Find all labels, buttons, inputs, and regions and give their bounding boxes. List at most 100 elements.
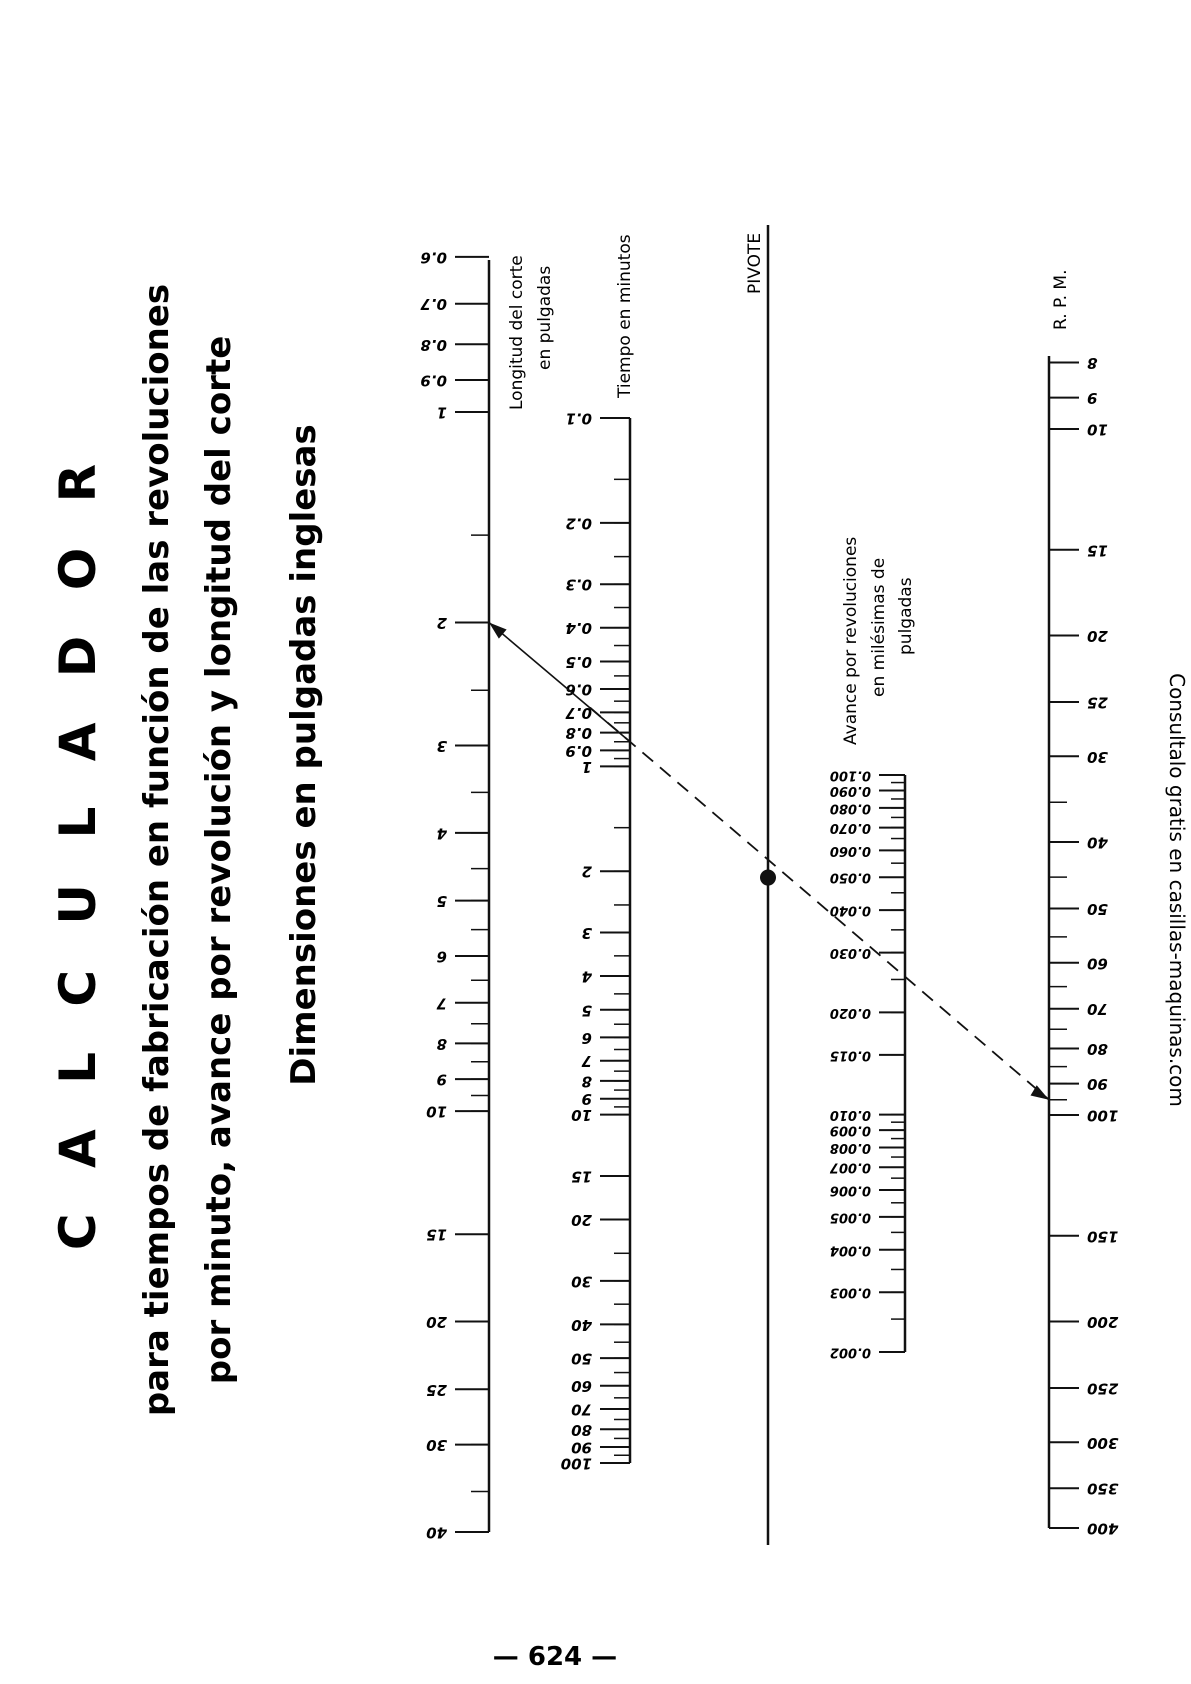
tiempo-tick-label: 40 (571, 1316, 593, 1334)
example-isopleth-upper (488, 621, 631, 743)
tiempo-tick-label: 100 (561, 1455, 592, 1473)
longitud-tick-label: 6 (437, 948, 447, 966)
tiempo-tick-label: 70 (571, 1401, 592, 1419)
avance-axis-label-line-3: pulgadas (896, 577, 916, 655)
isopleth-arrow-rpm (1030, 1085, 1049, 1100)
rpm-tick-label: 80 (1087, 1040, 1108, 1058)
longitud-tick-label: 0.8 (420, 336, 447, 354)
avance-tick-label: 0.009 (830, 1123, 871, 1138)
tiempo-tick-label: 30 (571, 1272, 592, 1290)
rpm-tick-label: 150 (1087, 1227, 1118, 1245)
avance-axis-label-line-1: Avance por revoluciones (841, 537, 861, 745)
tiempo-tick-label: 90 (571, 1439, 592, 1457)
rpm-tick-label: 300 (1087, 1434, 1118, 1452)
subtitle-line-1: para tiempos de fabricación en función d… (137, 284, 177, 1416)
tiempo-tick-label: 0.7 (565, 704, 592, 722)
avance-tick-label: 0.003 (830, 1285, 871, 1300)
avance-axis-label-line-2: en milésimas de (869, 558, 889, 697)
rpm-tick-label: 250 (1087, 1379, 1118, 1397)
rpm-tick-label: 400 (1087, 1520, 1119, 1538)
tiempo-tick-label: 2 (582, 863, 592, 881)
longitud-tick-label: 40 (426, 1524, 448, 1542)
longitud-axis-label-line-2: en pulgadas (535, 266, 555, 370)
avance-tick-label: 0.007 (829, 1160, 871, 1175)
tiempo-tick-label: 0.2 (565, 514, 592, 532)
tiempo-tick-label: 20 (571, 1211, 592, 1229)
tiempo-tick-label: 7 (581, 1052, 592, 1070)
avance-tick-label: 0.060 (830, 843, 871, 858)
avance-tick-label: 0.004 (830, 1242, 871, 1257)
tiempo-axis-label: Tiempo en minutos (615, 234, 635, 399)
longitud-scale: 0.6 0.7 0.8 0.9 1 2 3 4 5 6 7 8 9 10 15 20 25 30 40 (420, 248, 489, 1542)
rpm-tick-label: 70 (1087, 1000, 1108, 1018)
rpm-tick-label: 90 (1087, 1075, 1108, 1093)
tiempo-tick-label: 50 (571, 1350, 592, 1368)
tiempo-tick-label: 60 (571, 1377, 592, 1395)
rpm-tick-label: 60 (1087, 954, 1108, 972)
tiempo-tick-label: 10 (571, 1106, 592, 1124)
avance-tick-label: 0.002 (830, 1345, 871, 1360)
avance-tick-label: 0.008 (830, 1140, 871, 1155)
longitud-tick-label: 1 (437, 404, 447, 422)
rpm-tick-label: 8 (1087, 354, 1097, 372)
longitud-axis-label-line-1: Longitud del corte (507, 255, 527, 410)
tiempo-tick-label: 0.4 (565, 619, 592, 637)
tiempo-tick-label: 0.6 (565, 681, 592, 699)
rpm-tick-label: 25 (1087, 693, 1108, 711)
avance-tick-label: 0.030 (830, 945, 871, 960)
avance-tick-label: 0.070 (830, 820, 871, 835)
avance-tick-label: 0.050 (830, 870, 871, 885)
rpm-tick-label: 200 (1087, 1313, 1118, 1331)
dimensions-note: Dimensiones en pulgadas inglesas (284, 424, 324, 1085)
rpm-scale: 8 9 10 15 20 25 30 40 50 60 70 80 90 100 150 200 250 300 3… (1049, 354, 1119, 1538)
longitud-tick-label: 0.9 (420, 372, 447, 390)
avance-tick-label: 0.005 (830, 1209, 871, 1224)
tiempo-tick-label: 0.1 (565, 410, 592, 428)
subtitle-line-2: por minuto, avance por revolución y long… (199, 336, 239, 1385)
longitud-tick-label: 9 (437, 1071, 447, 1089)
rpm-tick-label: 50 (1087, 900, 1108, 918)
tiempo-tick-label: 15 (571, 1168, 592, 1186)
avance-tick-label: 0.006 (830, 1182, 871, 1197)
rpm-tick-label: 20 (1087, 627, 1108, 645)
pivote-axis-label: PIVOTE (745, 233, 765, 294)
longitud-tick-label: 20 (426, 1313, 447, 1331)
website-note: Consultalo gratis en casillas-maquinas.c… (1165, 673, 1189, 1107)
longitud-tick-label: 0.7 (420, 295, 447, 313)
avance-tick-label: 0.010 (830, 1107, 871, 1122)
rpm-tick-label: 350 (1087, 1480, 1118, 1498)
longitud-tick-label: 3 (437, 737, 447, 755)
tiempo-tick-label: 0.3 (565, 576, 592, 594)
tiempo-tick-label: 9 (582, 1090, 592, 1108)
tiempo-tick-label: 3 (582, 924, 592, 942)
avance-tick-label: 0.090 (830, 783, 871, 798)
tiempo-tick-label: 1 (582, 758, 592, 776)
tiempo-tick-label: 5 (582, 1001, 592, 1019)
longitud-tick-label: 15 (426, 1226, 447, 1244)
calculator-title: C A L C U L A D O R (49, 450, 107, 1250)
longitud-tick-label: 10 (426, 1103, 447, 1121)
rpm-axis-label: R. P. M. (1051, 270, 1071, 331)
longitud-tick-label: 25 (426, 1381, 447, 1399)
tiempo-tick-label: 0.9 (565, 742, 592, 760)
longitud-tick-label: 5 (437, 892, 447, 910)
pivot-point (760, 869, 776, 886)
longitud-tick-label: 8 (437, 1035, 447, 1053)
tiempo-tick-label: 0.5 (565, 653, 592, 671)
avance-tick-label: 0.015 (830, 1047, 871, 1062)
avance-tick-label: 0.100 (830, 768, 871, 783)
longitud-tick-label: 2 (437, 614, 447, 632)
longitud-tick-label: 30 (426, 1436, 447, 1454)
example-isopleth-lower (589, 706, 1050, 1101)
avance-tick-label: 0.080 (830, 800, 871, 815)
tiempo-tick-label: 8 (582, 1072, 592, 1090)
tiempo-tick-label: 80 (571, 1421, 592, 1439)
avance-tick-label: 0.040 (830, 903, 871, 918)
rpm-tick-label: 40 (1087, 834, 1109, 852)
isopleth-arrow-longitud (489, 622, 507, 639)
tiempo-tick-label: 0.8 (565, 724, 592, 742)
rpm-tick-label: 30 (1087, 748, 1108, 766)
tiempo-tick-label: 6 (582, 1029, 592, 1047)
longitud-tick-label: 4 (437, 824, 448, 842)
